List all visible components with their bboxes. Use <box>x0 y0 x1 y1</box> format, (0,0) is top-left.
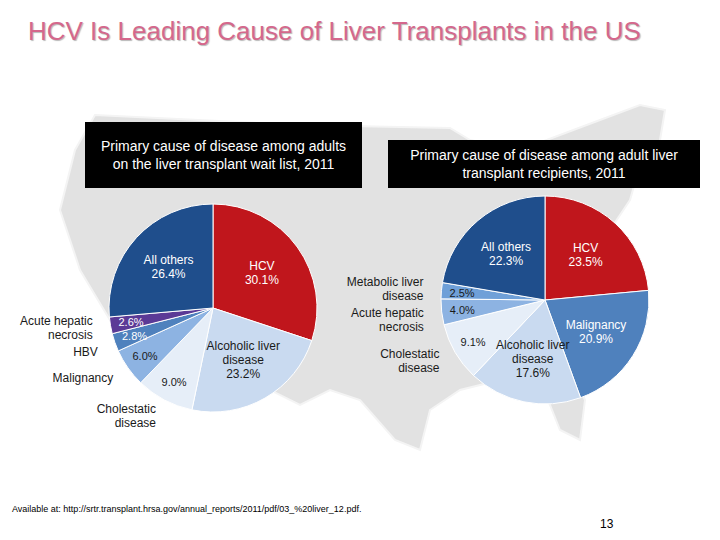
slice-name: HCV <box>573 241 598 255</box>
pie <box>441 196 649 404</box>
slice-name-line: Malignancy <box>53 371 114 385</box>
slice-name: All others <box>481 240 531 254</box>
slice-name: HCV <box>249 259 274 273</box>
slice-name: Malignancy <box>566 318 627 332</box>
slice-name-line: Alcoholic liver <box>496 338 569 352</box>
slice-name-line: disease <box>512 352 554 366</box>
slice-value: 2.8% <box>122 330 147 342</box>
pie-slice <box>442 196 545 300</box>
slice-value: 9.1% <box>461 336 486 348</box>
pie-slice <box>441 299 545 325</box>
slice-value: 23.2% <box>226 367 260 381</box>
slice-name: Alcoholic liverdisease <box>496 338 569 366</box>
slice-name-line: HCV <box>573 241 598 255</box>
slice-name-line: Metabolic liver <box>347 275 424 289</box>
pie-slice <box>545 196 649 300</box>
slice-name: Cholestaticdisease <box>97 402 157 430</box>
slice-value: 6.0% <box>132 350 157 362</box>
slice-value: 20.9% <box>579 332 613 346</box>
slice-name-line: disease <box>223 353 265 367</box>
slice-name: HBV <box>73 345 98 359</box>
slice-name: Acute hepaticnecrosis <box>351 306 424 334</box>
slice-value: 9.0% <box>162 376 187 388</box>
slide-title: HCV Is Leading Cause of Liver Transplant… <box>28 14 678 48</box>
pie-labels: HCV23.5%Malignancy20.9%Alcoholic liverdi… <box>347 240 627 380</box>
slice-value: 23.5% <box>569 255 603 269</box>
slice-name-line: All others <box>143 253 193 267</box>
slice-value: 30.1% <box>245 273 279 287</box>
slice-name-line: disease <box>382 289 424 303</box>
slice-name-line: HBV <box>73 345 98 359</box>
slice-name: Metabolic liverdisease <box>347 275 424 303</box>
slice-name: Malignancy <box>53 371 114 385</box>
chart-title: Primary cause of disease among adults on… <box>85 122 362 188</box>
page-number: 13 <box>600 517 613 531</box>
slice-name-line: necrosis <box>379 320 424 334</box>
slice-value: 2.5% <box>450 287 475 299</box>
slice-name-line: Alcoholic liver <box>207 339 280 353</box>
source-note: Available at: http://srtr.transplant.hrs… <box>12 504 361 514</box>
slice-name-line: necrosis <box>48 328 93 342</box>
stage: HCV30.1%Alcoholic liverdisease23.2%9.0%6… <box>0 0 720 540</box>
slice-name-line: Acute hepatic <box>351 306 424 320</box>
slice-name: Acute hepaticnecrosis <box>20 314 93 342</box>
slice-name-line: disease <box>398 361 440 375</box>
slice-value: 17.6% <box>516 366 550 380</box>
slice-value: 26.4% <box>151 267 185 281</box>
slice-name-line: Cholestatic <box>97 402 156 416</box>
slice-name: All others <box>143 253 193 267</box>
slice-value: 4.0% <box>450 304 475 316</box>
chart-title: Primary cause of disease among adult liv… <box>388 140 700 188</box>
slice-name-line: Acute hepatic <box>20 314 93 328</box>
slide: HCV30.1%Alcoholic liverdisease23.2%9.0%6… <box>0 0 720 540</box>
pie-labels: HCV30.1%Alcoholic liverdisease23.2%9.0%6… <box>20 253 280 430</box>
pie <box>109 204 317 412</box>
slice-name: Alcoholic liverdisease <box>207 339 280 367</box>
pie-slice <box>109 204 213 317</box>
slice-name-line: HCV <box>249 259 274 273</box>
slice-name-line: All others <box>481 240 531 254</box>
slice-value: 22.3% <box>489 254 523 268</box>
slice-name-line: Malignancy <box>566 318 627 332</box>
slice-name-line: disease <box>115 416 157 430</box>
slice-value: 2.6% <box>118 316 143 328</box>
slice-name: Cholestaticdisease <box>380 347 440 375</box>
slice-name-line: Cholestatic <box>380 347 439 361</box>
